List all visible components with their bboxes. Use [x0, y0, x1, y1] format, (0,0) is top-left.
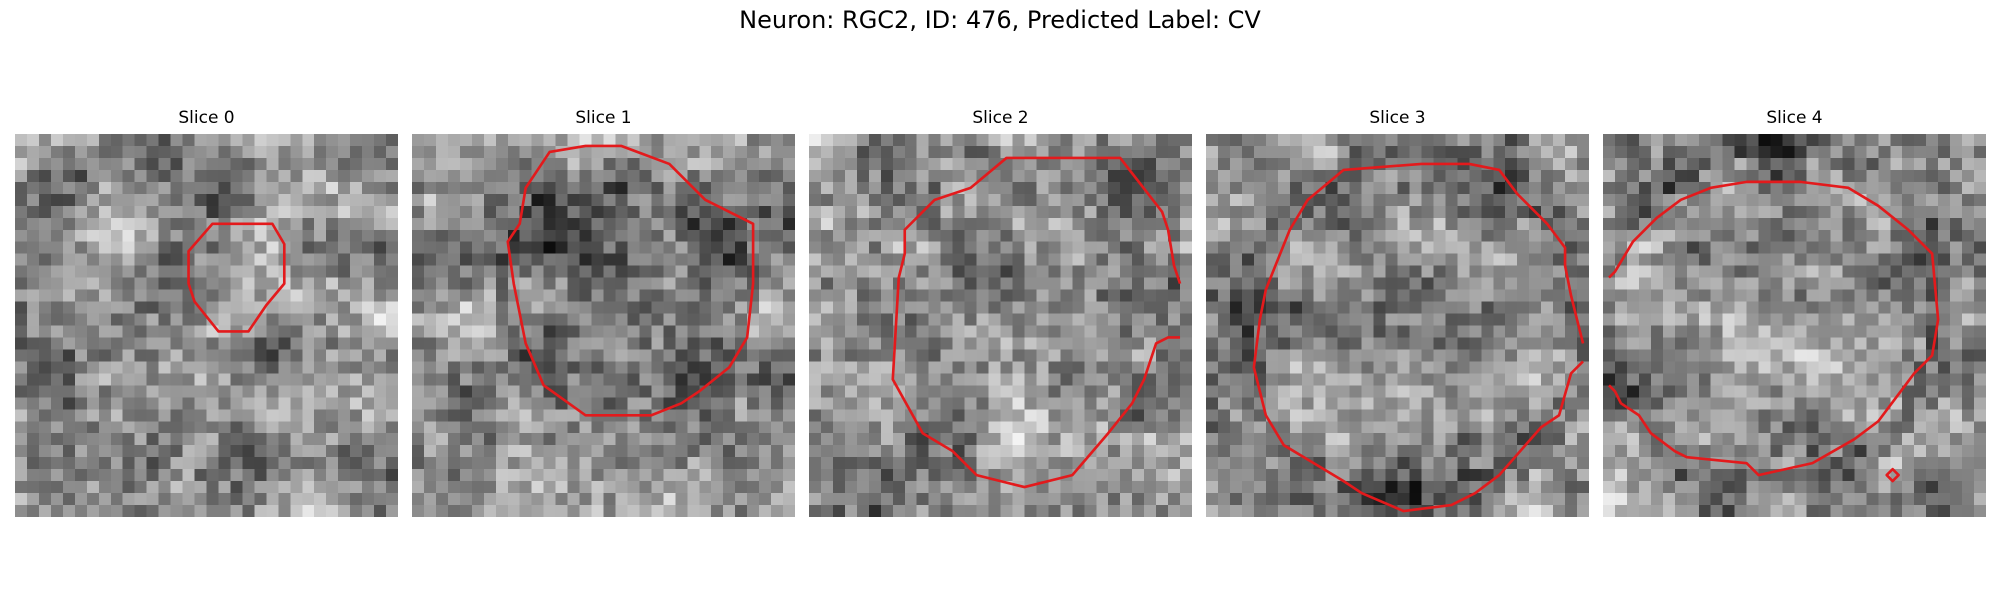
slice-panel-1: Slice 1 — [412, 108, 795, 518]
roi-contour-3 — [1252, 162, 1585, 513]
figure-title: Neuron: RGC2, ID: 476, Predicted Label: … — [739, 6, 1261, 34]
roi-marker-4 — [1885, 467, 1900, 483]
slice-panel-3: Slice 3 — [1206, 108, 1589, 518]
slice-image-4 — [1603, 134, 1986, 517]
roi-contour-4 — [1608, 180, 1940, 477]
roi-contour-0 — [187, 222, 286, 333]
roi-contour-1 — [506, 144, 755, 417]
slice-image-1 — [412, 134, 795, 517]
slice-panel-2: Slice 2 — [809, 108, 1192, 518]
pixel-grid-4 — [1603, 134, 1986, 517]
pixel-grid-3 — [1206, 134, 1589, 517]
pixel-grid-0 — [15, 134, 398, 517]
pixel-grid-2 — [809, 134, 1192, 517]
slice-title-1: Slice 1 — [575, 108, 632, 128]
roi-contour-2 — [891, 156, 1182, 489]
slice-title-4: Slice 4 — [1766, 108, 1823, 128]
slice-title-0: Slice 0 — [178, 108, 235, 128]
slice-title-3: Slice 3 — [1369, 108, 1426, 128]
slice-image-2 — [809, 134, 1192, 517]
slice-title-2: Slice 2 — [972, 108, 1029, 128]
slice-panel-4: Slice 4 — [1603, 108, 1986, 518]
slice-panel-0: Slice 0 — [15, 108, 398, 518]
slice-image-0 — [15, 134, 398, 517]
slice-image-3 — [1206, 134, 1589, 517]
pixel-grid-1 — [412, 134, 795, 517]
